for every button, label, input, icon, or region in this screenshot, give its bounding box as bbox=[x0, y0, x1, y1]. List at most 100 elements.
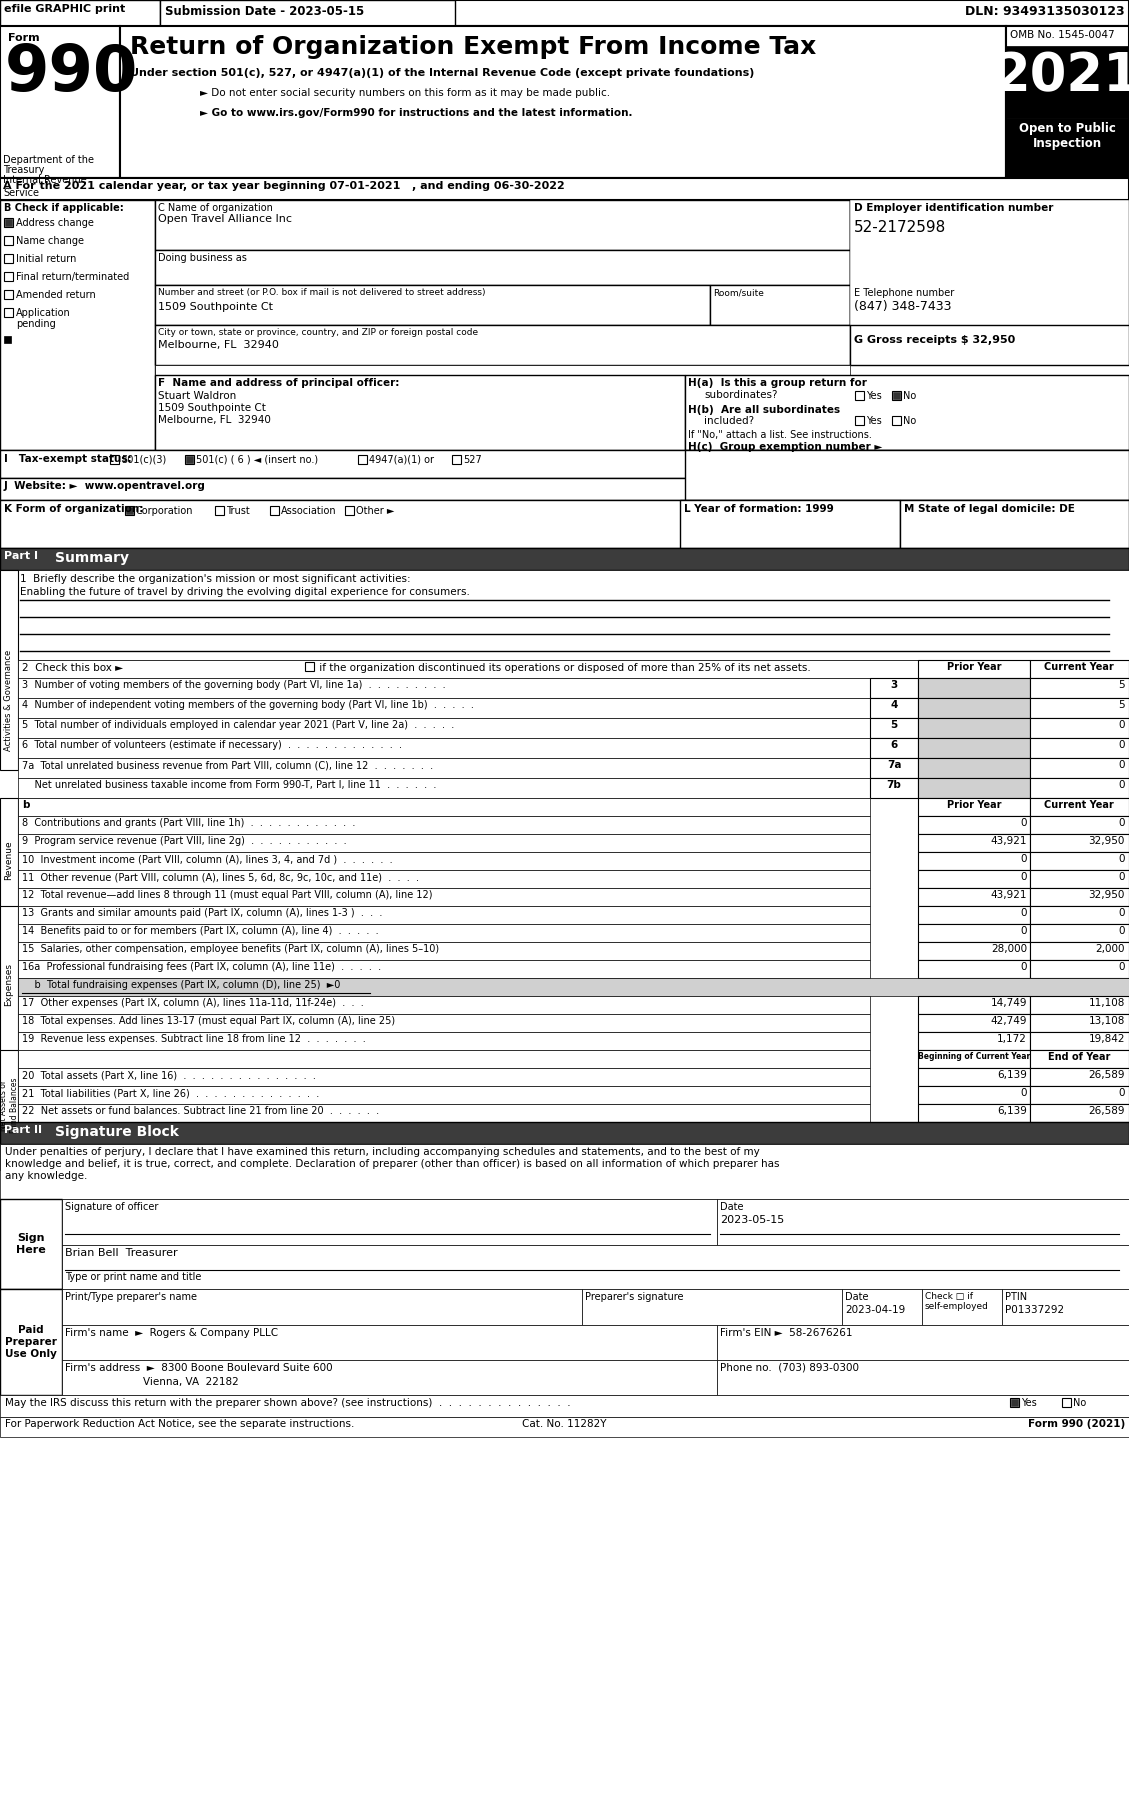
Text: 7a  Total unrelated business revenue from Part VIII, column (C), line 12  .  .  : 7a Total unrelated business revenue from… bbox=[21, 760, 434, 769]
Bar bbox=[62, 1360, 717, 1395]
Bar bbox=[215, 506, 224, 515]
Text: Activities & Governance: Activities & Governance bbox=[5, 649, 14, 751]
Bar bbox=[1062, 1399, 1071, 1408]
Text: Sign
Here: Sign Here bbox=[16, 1234, 46, 1255]
Bar bbox=[892, 415, 901, 424]
Text: If "No," attach a list. See instructions.: If "No," attach a list. See instructions… bbox=[688, 430, 872, 441]
Text: No: No bbox=[903, 415, 917, 426]
Bar bbox=[305, 662, 314, 671]
Bar bbox=[918, 678, 1030, 698]
Bar bbox=[717, 1360, 1129, 1395]
Bar bbox=[1030, 960, 1129, 978]
Bar bbox=[0, 479, 1129, 501]
Text: 0: 0 bbox=[1119, 1088, 1124, 1097]
Bar bbox=[18, 1105, 870, 1123]
Bar bbox=[18, 834, 870, 853]
Text: Trust: Trust bbox=[226, 506, 250, 515]
Bar bbox=[345, 506, 355, 515]
Text: Summary: Summary bbox=[55, 551, 129, 564]
Bar bbox=[0, 0, 160, 25]
Bar bbox=[918, 1014, 1030, 1032]
Bar bbox=[18, 1014, 870, 1032]
Bar bbox=[18, 978, 1129, 996]
Text: b: b bbox=[21, 800, 29, 811]
Text: 1,172: 1,172 bbox=[997, 1034, 1027, 1045]
Bar bbox=[5, 290, 14, 299]
Bar bbox=[1030, 853, 1129, 871]
Text: Yes: Yes bbox=[866, 415, 882, 426]
Text: 13,108: 13,108 bbox=[1088, 1016, 1124, 1027]
Text: efile GRAPHIC print: efile GRAPHIC print bbox=[5, 4, 125, 15]
Bar bbox=[1030, 1032, 1129, 1050]
Text: 2  Check this box ►: 2 Check this box ► bbox=[21, 662, 123, 673]
Text: End of Year: End of Year bbox=[1048, 1052, 1110, 1061]
Text: For Paperwork Reduction Act Notice, see the separate instructions.: For Paperwork Reduction Act Notice, see … bbox=[5, 1419, 355, 1429]
Text: pending: pending bbox=[16, 319, 55, 328]
Bar bbox=[155, 375, 685, 450]
Text: Date: Date bbox=[844, 1292, 868, 1302]
Text: Type or print name and title: Type or print name and title bbox=[65, 1272, 201, 1282]
Text: Initial return: Initial return bbox=[16, 254, 77, 265]
Bar bbox=[186, 455, 193, 463]
Text: Doing business as: Doing business as bbox=[158, 252, 247, 263]
Text: 11,108: 11,108 bbox=[1088, 998, 1124, 1009]
Bar bbox=[5, 219, 12, 227]
Text: 12  Total revenue—add lines 8 through 11 (must equal Part VIII, column (A), line: 12 Total revenue—add lines 8 through 11 … bbox=[21, 891, 432, 900]
Bar bbox=[1030, 758, 1129, 778]
Bar bbox=[120, 25, 1006, 178]
Bar bbox=[155, 285, 710, 325]
Text: 4: 4 bbox=[891, 700, 898, 709]
Text: (847) 348-7433: (847) 348-7433 bbox=[854, 299, 952, 314]
Bar bbox=[0, 1123, 1129, 1145]
Text: 14,749: 14,749 bbox=[990, 998, 1027, 1009]
Bar bbox=[918, 905, 1030, 923]
Text: J  Website: ►  www.opentravel.org: J Website: ► www.opentravel.org bbox=[5, 481, 205, 492]
Bar bbox=[0, 501, 1129, 548]
Text: Form: Form bbox=[8, 33, 40, 44]
Text: Open Travel Alliance Inc: Open Travel Alliance Inc bbox=[158, 214, 292, 223]
Text: 18  Total expenses. Add lines 13-17 (must equal Part IX, column (A), line 25): 18 Total expenses. Add lines 13-17 (must… bbox=[21, 1016, 395, 1027]
Text: 28,000: 28,000 bbox=[991, 943, 1027, 954]
Bar bbox=[358, 455, 367, 464]
Bar bbox=[18, 871, 870, 889]
Bar bbox=[62, 1290, 583, 1324]
Text: 0: 0 bbox=[1119, 909, 1124, 918]
Bar bbox=[0, 570, 1129, 660]
Text: b  Total fundraising expenses (Part IX, column (D), line 25)  ►0: b Total fundraising expenses (Part IX, c… bbox=[21, 980, 340, 990]
Bar bbox=[160, 0, 455, 25]
Text: 5  Total number of individuals employed in calendar year 2021 (Part V, line 2a) : 5 Total number of individuals employed i… bbox=[21, 720, 454, 729]
Bar bbox=[1030, 1105, 1129, 1123]
Bar bbox=[1030, 834, 1129, 853]
Text: Current Year: Current Year bbox=[1044, 800, 1114, 811]
Bar bbox=[870, 678, 918, 698]
Text: if the organization discontinued its operations or disposed of more than 25% of : if the organization discontinued its ope… bbox=[316, 662, 811, 673]
Bar bbox=[1030, 871, 1129, 889]
Text: 1  Briefly describe the organization's mission or most significant activities:: 1 Briefly describe the organization's mi… bbox=[20, 573, 411, 584]
Bar bbox=[0, 1417, 1129, 1437]
Text: Preparer's signature: Preparer's signature bbox=[585, 1292, 683, 1302]
Bar bbox=[842, 1290, 922, 1324]
Text: 0: 0 bbox=[1119, 854, 1124, 863]
Text: Form 990 (2021): Form 990 (2021) bbox=[1027, 1419, 1124, 1429]
Text: 0: 0 bbox=[1021, 873, 1027, 882]
Text: 2021: 2021 bbox=[994, 51, 1129, 102]
Bar bbox=[18, 718, 870, 738]
Text: Revenue: Revenue bbox=[5, 840, 14, 880]
Text: C Name of organization: C Name of organization bbox=[158, 203, 273, 212]
Bar bbox=[1006, 25, 1129, 178]
Text: 501(c)(3): 501(c)(3) bbox=[121, 455, 166, 464]
Text: Amended return: Amended return bbox=[16, 290, 96, 299]
Text: 13  Grants and similar amounts paid (Part IX, column (A), lines 1-3 )  .  .  .: 13 Grants and similar amounts paid (Part… bbox=[21, 909, 383, 918]
Text: Firm's address  ►  8300 Boone Boulevard Suite 600: Firm's address ► 8300 Boone Boulevard Su… bbox=[65, 1362, 333, 1373]
Text: included?: included? bbox=[704, 415, 754, 426]
Bar bbox=[0, 798, 18, 940]
Bar bbox=[1030, 889, 1129, 905]
Text: 17  Other expenses (Part IX, column (A), lines 11a-11d, 11f-24e)  .  .  .: 17 Other expenses (Part IX, column (A), … bbox=[21, 998, 364, 1009]
Bar bbox=[1030, 698, 1129, 718]
Bar bbox=[18, 905, 870, 923]
Bar bbox=[5, 336, 11, 343]
Text: PTIN: PTIN bbox=[1005, 1292, 1027, 1302]
Bar bbox=[185, 455, 194, 464]
Text: 0: 0 bbox=[1021, 909, 1027, 918]
Text: K Form of organization:: K Form of organization: bbox=[5, 504, 143, 513]
